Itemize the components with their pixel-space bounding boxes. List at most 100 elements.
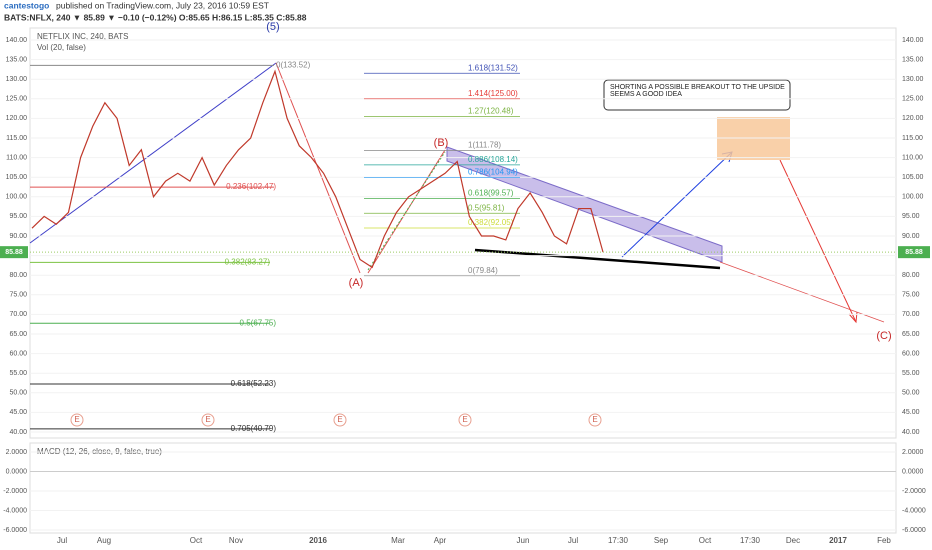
y-tick-label: 70.00 xyxy=(9,311,27,318)
fib-label: 1(111.78) xyxy=(468,141,501,150)
trend-line xyxy=(29,62,277,244)
wave-line xyxy=(367,149,446,274)
y-tick-label: 2.0000 xyxy=(6,449,28,456)
macd-pane xyxy=(29,442,897,534)
earnings-label: E xyxy=(205,415,210,424)
y-tick-label: -4.0000 xyxy=(902,507,926,514)
y-tick-label: -2.0000 xyxy=(902,488,926,495)
y-tick-label: 50.00 xyxy=(902,390,920,397)
wave-label: (A) xyxy=(349,277,364,289)
y-tick-label: 110.00 xyxy=(6,154,27,161)
x-tick-label: Dec xyxy=(786,536,800,545)
x-tick-label: 2016 xyxy=(309,536,327,545)
y-tick-label: -6.0000 xyxy=(3,527,27,534)
y-tick-label: 65.00 xyxy=(902,331,920,338)
y-tick-label: 110.00 xyxy=(902,154,923,161)
y-tick-label: 70.00 xyxy=(902,311,920,318)
y-tick-label: 45.00 xyxy=(9,409,27,416)
fib-label: 0.382(92.05) xyxy=(468,218,514,227)
earnings-label: E xyxy=(74,415,79,424)
y-tick-label: -4.0000 xyxy=(3,507,27,514)
symbol-line: BATS:NFLX, 240 ▼ 85.89 ▼ −0.10 (−0.12%) … xyxy=(4,12,307,22)
fib-label: 0.618(52.23) xyxy=(231,379,277,388)
y-tick-label: 105.00 xyxy=(6,174,28,181)
fib-label: 0.786(104.94) xyxy=(468,168,518,177)
arrow-head xyxy=(848,311,858,324)
y-tick-label: 100.00 xyxy=(6,194,28,201)
y-tick-label: 80.00 xyxy=(9,272,27,279)
note: SHORTING A POSSIBLE BREAKOUT TO THE UPSI… xyxy=(610,84,785,98)
x-tick-label: Oct xyxy=(699,536,712,545)
fib-label: 0.886(108.14) xyxy=(468,155,518,164)
note-box xyxy=(603,79,791,111)
chart-title: NETFLIX INC, 240, BATS xyxy=(37,32,128,41)
price-tag xyxy=(898,246,930,259)
y-tick-label: 105.00 xyxy=(902,174,924,181)
earnings-marker xyxy=(588,413,602,427)
fib-label: 0.382(83.27) xyxy=(225,257,271,266)
wave-label: (C) xyxy=(876,330,891,342)
y-tick-label: 55.00 xyxy=(902,370,920,377)
y-tick-label: 90.00 xyxy=(9,233,27,240)
wave-label: (B) xyxy=(434,137,449,149)
y-tick-label: 120.00 xyxy=(6,115,28,122)
y-tick-label: 75.00 xyxy=(9,292,27,299)
y-tick-label: 95.00 xyxy=(902,213,920,220)
y-tick-label: 55.00 xyxy=(9,370,27,377)
wave-line xyxy=(275,62,361,274)
x-tick-label: Jun xyxy=(517,536,530,545)
wave-line xyxy=(367,151,446,271)
y-tick-label: 100.00 xyxy=(902,194,924,201)
x-tick-label: Aug xyxy=(97,536,111,545)
x-tick-label: Jul xyxy=(568,536,578,545)
earnings-label: E xyxy=(337,415,342,424)
y-tick-label: 115.00 xyxy=(6,135,27,142)
y-tick-label: 95.00 xyxy=(9,213,27,220)
price-tag xyxy=(0,246,28,259)
y-tick-label: 135.00 xyxy=(6,56,28,63)
y-tick-label: 130.00 xyxy=(902,76,924,83)
y-tick-label: 80.00 xyxy=(902,272,920,279)
x-tick-label: 2017 xyxy=(829,536,847,545)
support-line xyxy=(474,248,721,270)
y-tick-label: 130.00 xyxy=(6,76,28,83)
y-tick-label: 0.0000 xyxy=(902,468,924,475)
earnings-label: E xyxy=(462,415,467,424)
y-tick-label: 140.00 xyxy=(6,37,28,44)
fib-label: 0.236(102.47) xyxy=(226,182,276,191)
earnings-marker xyxy=(70,413,84,427)
y-tick-label: -2.0000 xyxy=(3,488,27,495)
y-tick-label: 65.00 xyxy=(9,331,27,338)
x-tick-label: Mar xyxy=(391,536,405,545)
y-tick-label: 125.00 xyxy=(6,96,28,103)
x-tick-label: Feb xyxy=(877,536,891,545)
price-tag-label: 85.88 xyxy=(5,249,23,256)
y-tick-label: 115.00 xyxy=(902,135,923,142)
fib-label: 0.5(67.75) xyxy=(240,318,277,327)
earnings-marker xyxy=(201,413,215,427)
x-tick-label: Sep xyxy=(654,536,669,545)
x-tick-label: Apr xyxy=(434,536,447,545)
arrow xyxy=(621,151,733,258)
y-tick-label: 120.00 xyxy=(902,115,924,122)
fib-label: 1.27(120.48) xyxy=(468,107,514,116)
main-pane xyxy=(29,27,897,439)
y-tick-label: 40.00 xyxy=(902,429,920,436)
y-tick-label: 0.0000 xyxy=(6,468,28,475)
fib-label: 0(133.52) xyxy=(276,61,311,70)
earnings-label: E xyxy=(592,415,597,424)
earnings-marker xyxy=(333,413,347,427)
fib-label: 0(79.84) xyxy=(468,266,498,275)
note-text: SHORTING A POSSIBLE BREAKOUT TO THE UPSI… xyxy=(610,84,785,98)
y-tick-label: 45.00 xyxy=(902,409,920,416)
x-tick-label: Oct xyxy=(190,536,203,545)
channel xyxy=(446,146,723,263)
earnings-marker xyxy=(458,413,472,427)
y-tick-label: 135.00 xyxy=(902,56,924,63)
y-tick-label: 60.00 xyxy=(902,350,920,357)
y-tick-label: 40.00 xyxy=(9,429,27,436)
y-tick-label: 75.00 xyxy=(902,292,920,299)
y-tick-label: 2.0000 xyxy=(902,449,924,456)
fib-label: 0.705(40.79) xyxy=(231,424,277,433)
